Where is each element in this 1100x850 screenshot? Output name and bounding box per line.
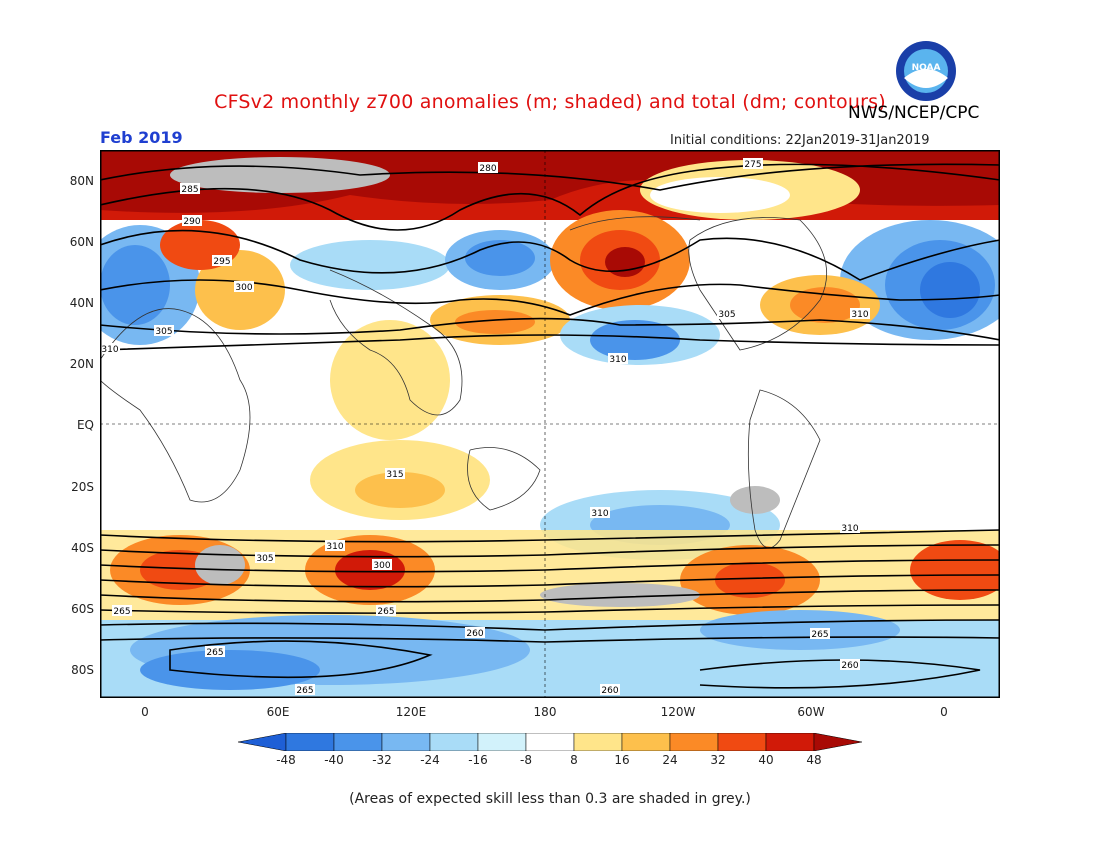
lat-label: 60N	[69, 235, 94, 249]
colorbar-swatch	[765, 733, 815, 751]
contour-label: 265	[206, 648, 223, 658]
lat-label: 40N	[69, 296, 94, 310]
colorbar-swatch	[333, 733, 383, 751]
contour-label: 310	[851, 310, 868, 320]
colorbar-swatch	[238, 733, 287, 751]
contour-label: 300	[235, 283, 252, 293]
colorbar-label: -8	[520, 753, 532, 767]
skill-footnote: (Areas of expected skill less than 0.3 a…	[349, 791, 751, 807]
lon-label: 120W	[660, 705, 696, 719]
colorbar-swatch	[429, 733, 479, 751]
colorbar-swatch	[573, 733, 623, 751]
map-frame	[100, 150, 1000, 698]
lat-label: EQ	[76, 418, 94, 432]
lat-label: 20S	[71, 480, 94, 494]
colorbar-label: 24	[662, 753, 678, 767]
contour-label: 285	[181, 185, 198, 195]
contour-label: 280	[479, 164, 496, 174]
lon-label: 120E	[395, 705, 427, 719]
contour-label: 310	[326, 542, 343, 552]
colorbar-label: -32	[372, 753, 392, 767]
colorbar-label: 8	[570, 753, 578, 767]
valid-month-label: Feb 2019	[100, 128, 183, 147]
colorbar-label: -48	[276, 753, 296, 767]
gridlines	[100, 150, 1000, 698]
contour-lines	[100, 163, 1000, 689]
colorbar-label: -24	[420, 753, 440, 767]
contour-label: 300	[373, 561, 390, 571]
contour-label: 260	[601, 686, 618, 696]
colorbar-swatch	[717, 733, 767, 751]
colorbar-swatch	[477, 733, 527, 751]
contour-label: 265	[113, 607, 130, 617]
contour-label: 295	[213, 257, 230, 267]
lon-label: 0	[940, 705, 948, 719]
lat-label: 40S	[71, 541, 94, 555]
colorbar-swatch	[381, 733, 431, 751]
colorbar-label: 40	[758, 753, 774, 767]
contour-label: 315	[386, 470, 403, 480]
colorbar-swatch	[525, 733, 575, 751]
lat-label: 60S	[71, 602, 94, 616]
colorbar	[238, 733, 862, 751]
lat-label: 80N	[69, 174, 94, 188]
contour-label: 260	[466, 629, 483, 639]
contour-label: 265	[811, 630, 828, 640]
lat-label: 80S	[71, 663, 94, 677]
contour-label: 305	[718, 310, 735, 320]
lat-label: 20N	[69, 357, 94, 371]
lon-label: 60E	[266, 705, 290, 719]
contour-label: 305	[155, 327, 172, 337]
contour-label: 265	[296, 686, 313, 696]
colorbar-swatches	[238, 733, 862, 751]
colorbar-swatch	[813, 733, 862, 751]
colorbar-swatch	[621, 733, 671, 751]
contour-label: 305	[256, 554, 273, 564]
contour-label: 275	[744, 160, 761, 170]
anomaly-map: 280 275 285 290 295 300 305 310 315 310 …	[100, 150, 1000, 698]
contour-label: 260	[841, 661, 858, 671]
anomaly-shading	[100, 150, 1000, 698]
contour-labels: 280 275 285 290 295 300 305 310 315 310 …	[100, 158, 870, 696]
noaa-logo: NOAA	[896, 41, 956, 101]
contour-label: 310	[609, 355, 626, 365]
colorbar-swatch	[285, 733, 335, 751]
colorbar-swatch	[669, 733, 719, 751]
colorbar-label: -16	[468, 753, 488, 767]
initial-conditions-label: Initial conditions: 22Jan2019-31Jan2019	[670, 133, 930, 148]
contour-label: 310	[841, 524, 858, 534]
colorbar-label: 16	[614, 753, 630, 767]
contour-label: 290	[183, 217, 200, 227]
chart-title: CFSv2 monthly z700 anomalies (m; shaded)…	[214, 91, 886, 113]
contour-label: 265	[377, 607, 394, 617]
logo-text: NOAA	[912, 63, 941, 73]
organization-label: NWS/NCEP/CPC	[848, 103, 980, 123]
lon-label: 60W	[797, 705, 825, 719]
contour-label: 310	[101, 345, 118, 355]
colorbar-label: 32	[710, 753, 726, 767]
lon-label: 0	[141, 705, 149, 719]
colorbar-label: 48	[806, 753, 822, 767]
colorbar-label: -40	[324, 753, 344, 767]
contour-label: 310	[591, 509, 608, 519]
lon-label: 180	[533, 705, 557, 719]
